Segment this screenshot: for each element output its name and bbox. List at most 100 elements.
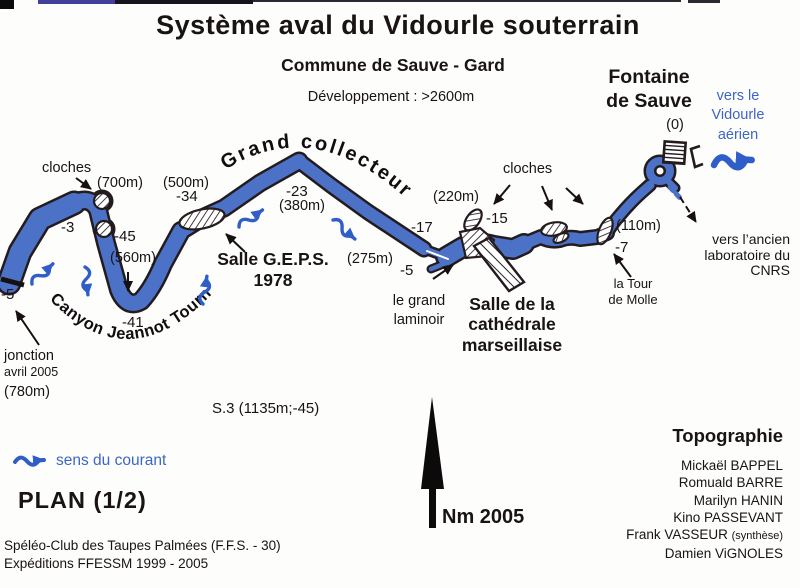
topographer-name: Frank VASSEUR — [626, 527, 728, 543]
development-length: Développement : >2600m — [307, 89, 475, 105]
cloches-right-label: cloches — [503, 161, 553, 177]
to-vidourle-line2: Vidourle — [711, 107, 765, 124]
scan-artifact — [115, 0, 253, 4]
arrow-cloches-left — [75, 177, 92, 190]
salle-geps-line1: Salle G.E.P.S. — [217, 249, 329, 269]
depth-34: -34 — [176, 188, 198, 205]
distance-220m: (220m) — [433, 189, 479, 205]
tour-de-molle-chamber — [596, 216, 614, 246]
arrow-cloches-r2 — [541, 185, 553, 211]
cathedrale-label: Salle de la cathédrale marseillaise — [452, 294, 572, 355]
scan-artifact — [688, 0, 720, 3]
arrow-cnrs — [679, 196, 697, 223]
to-vidourle-line3: aérien — [717, 126, 759, 143]
cloches-left-label: cloches — [42, 160, 92, 176]
flow-arrow — [198, 274, 212, 306]
flow-arrows — [13, 151, 755, 467]
jonction-line2: avril 2005 — [4, 364, 59, 379]
plan-label: PLAN (1/2) — [18, 487, 147, 513]
page-title: Système aval du Vidourle souterrain — [156, 10, 640, 40]
depth-23: -23 — [286, 183, 308, 200]
salle-geps-label: Salle G.E.P.S. 1978 — [213, 249, 333, 292]
distance-560m: (560m) — [110, 250, 156, 266]
arrow-laminoir — [432, 264, 454, 280]
arrow-tour-de-molle — [613, 253, 632, 278]
canyon-label: Canyon Jeannot Tournour — [0, 0, 215, 343]
jonction-line3: (780m) — [4, 384, 50, 401]
sump-end-cap — [0, 276, 25, 288]
cathedrale-gallery — [472, 236, 526, 293]
arrow-cloches-r3 — [565, 187, 584, 205]
entrance-bracket — [689, 144, 704, 169]
flow-legend-label: sens du courant — [56, 452, 167, 469]
entrance-name-line1: Fontaine — [608, 66, 690, 88]
topographer: Kino PASSEVANT — [673, 509, 783, 525]
distance-110m: (110m) — [616, 218, 661, 234]
depth-5-mid: -5 — [400, 262, 414, 279]
north-label: Nm 2005 — [442, 506, 525, 528]
cathedrale-line1: Salle de la — [469, 294, 555, 314]
topographer: Damien ViGNOLES — [664, 546, 783, 562]
cnrs-label: vers l’ancien laboratoire du CNRS — [690, 231, 790, 279]
subtitle-commune: Commune de Sauve - Gard — [281, 55, 505, 75]
arrow-jonction — [15, 310, 40, 346]
cloche-upper-left — [92, 191, 112, 211]
tour-de-molle-label: la Tour de Molle — [603, 276, 663, 309]
laminoir-line2: laminoir — [393, 311, 445, 328]
tour-line1: la Tour — [613, 276, 653, 291]
chambers — [92, 191, 614, 293]
distance-700m: (700m) — [97, 175, 143, 191]
topographer: Romuald BARRE — [678, 475, 783, 491]
laminoir-label: le grand laminoir — [386, 292, 452, 330]
flow-arrow — [30, 262, 55, 286]
depth-7: -7 — [615, 239, 629, 256]
credit-expeditions: Expéditions FFESSM 1999 - 2005 — [4, 556, 209, 571]
legend-flow-arrow — [13, 455, 46, 467]
salle-geps-chamber — [178, 207, 226, 231]
jonction-label: jonction avril 2005 (780m) — [4, 348, 58, 401]
distance-275m: (275m) — [347, 251, 393, 267]
scan-artifact — [38, 0, 115, 4]
entrance-name: Fontaine de Sauve — [596, 66, 702, 114]
jonction-line1: jonction — [4, 348, 54, 364]
cloche-lower-left — [94, 219, 114, 239]
cloche-mid-1 — [540, 221, 568, 237]
topography-names: Mickaël BAPPEL Romuald BARRE Marilyn HAN… — [560, 457, 783, 563]
scan-artifact — [0, 0, 14, 9]
flow-arrow — [331, 217, 357, 241]
depth-17: -17 — [411, 219, 433, 236]
entrance-symbol — [661, 139, 688, 166]
topographer: Mickaël BAPPEL — [680, 458, 783, 473]
topographer-synthese: Frank VASSEUR (synthèse) — [560, 526, 783, 545]
flow-arrow — [81, 265, 93, 297]
resurgence-flow-arrow — [710, 151, 755, 171]
to-vidourle-line1: vers le — [716, 88, 760, 104]
salle-geps-line2: 1978 — [253, 270, 293, 291]
arrow-geps — [225, 233, 246, 253]
north-arrow — [421, 397, 444, 528]
topographer-suffix: (synthèse) — [731, 530, 783, 543]
topography-heading: Topographie — [672, 425, 783, 446]
cnrs-line1: vers l’ancien — [712, 231, 790, 247]
cathedrale-line2: cathédrale — [468, 314, 556, 335]
scan-artifact — [253, 0, 681, 2]
sump-s3-label: S.3 (1135m;-45) — [212, 400, 320, 417]
to-vidourle-label: vers le Vidourle aérien — [700, 87, 776, 145]
topographer: Marilyn HANIN — [693, 492, 783, 508]
tour-line2: de Molle — [608, 292, 658, 308]
depth-15: -15 — [486, 210, 508, 227]
arrow-cloches-r1 — [493, 184, 511, 205]
annotation-arrows — [15, 177, 697, 346]
entrance-elevation: (0) — [666, 117, 684, 133]
distance-380m: (380m) — [279, 198, 325, 214]
depth-41: -41 — [122, 314, 144, 331]
depth-45: -45 — [114, 228, 136, 245]
cnrs-line2: laboratoire du — [704, 246, 790, 263]
flow-arrow — [237, 208, 265, 229]
depth-5-left: -5 — [1, 286, 15, 303]
credit-club: Spéléo-Club des Taupes Palmées (F.F.S. -… — [4, 538, 281, 553]
cloche-mid-2 — [552, 231, 570, 245]
laminoir-line1: le grand — [392, 293, 446, 309]
distance-500m: (500m) — [163, 175, 209, 191]
